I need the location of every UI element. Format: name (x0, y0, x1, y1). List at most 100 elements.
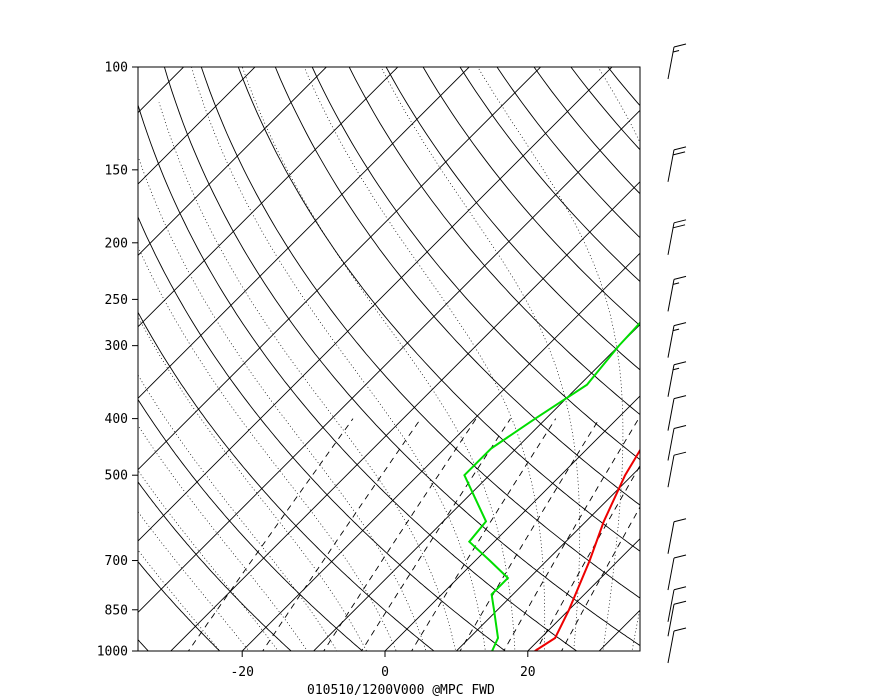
isotherm-line (730, 54, 896, 663)
pressure-tick-label: 100 (105, 61, 128, 76)
wind-barb-flag (673, 518, 687, 523)
wind-barb (667, 43, 687, 80)
wind-barb (667, 322, 687, 358)
moist-adiabat-line (138, 469, 279, 651)
wind-barb-half-flag (672, 328, 680, 332)
temperature-tick-label: -20 (230, 665, 253, 680)
dry-adiabat-line (138, 103, 578, 651)
wind-barb (667, 451, 687, 488)
isotherm-line (138, 67, 185, 114)
dry-adiabat-line (459, 67, 640, 283)
dry-adiabat-line (743, 54, 896, 663)
wind-barb-flag (672, 151, 686, 156)
pressure-tick-label: 250 (105, 293, 128, 308)
mixing-ratio-lines (187, 418, 640, 651)
mixing-ratio-line (323, 418, 477, 651)
wind-barb-shaft (667, 222, 675, 255)
moist-adiabat-line (597, 67, 640, 651)
dry-adiabat-line (607, 67, 640, 107)
dry-adiabat-line (0, 54, 88, 663)
moist-adiabat-line (303, 67, 546, 651)
mixing-ratio-line (360, 418, 511, 651)
wind-barb (667, 146, 687, 182)
isotherm-line (138, 67, 613, 542)
mixing-ratio-line (411, 418, 557, 651)
isotherm-line (527, 538, 640, 651)
moist-adiabat-lines (138, 67, 640, 651)
pressure-tick-label: 500 (105, 469, 128, 484)
temperature-profile-line (534, 448, 640, 651)
wind-barb (667, 586, 687, 622)
moist-adiabat-line (138, 549, 221, 651)
wind-barb-shaft (667, 149, 675, 182)
wind-barb (667, 424, 687, 461)
dry-adiabat-line (274, 67, 640, 506)
dry-adiabat-line (138, 311, 435, 651)
wind-barb-shaft (667, 279, 675, 312)
temperature-axis: -20 0 20 (230, 651, 536, 680)
wind-barb-flag (673, 275, 687, 280)
wind-barb-shaft (667, 630, 675, 664)
isotherm-line (138, 67, 328, 257)
wind-barb-flag (672, 224, 686, 229)
moist-adiabat-line (241, 67, 516, 651)
mixing-ratio-line (535, 464, 640, 651)
wind-barb-flag (673, 219, 687, 224)
wind-barb-shaft (667, 589, 675, 622)
dry-adiabat-line (138, 481, 292, 651)
wind-barb-shaft (667, 521, 675, 554)
moist-adiabat-line (191, 67, 486, 651)
mixing-ratio-line (187, 418, 354, 651)
wind-barb-shaft (667, 604, 675, 637)
moist-adiabat-line (477, 67, 624, 651)
dry-adiabat-line (138, 639, 149, 651)
wind-barb-flag (673, 146, 687, 151)
wind-barb-half-flag (672, 50, 680, 53)
wind-barb-flag (673, 322, 687, 327)
wind-barb (667, 600, 687, 637)
isotherm-lines (138, 54, 896, 663)
wind-barb (667, 518, 687, 554)
wind-barb-half-flag (672, 367, 680, 371)
isotherm-line (138, 109, 640, 614)
wind-barb-shaft (667, 455, 675, 488)
isotherm-line (658, 54, 896, 663)
wind-barb-column (667, 43, 687, 664)
moist-adiabat-line (138, 155, 427, 651)
wind-barb-flag (673, 424, 687, 429)
mixing-ratio-line (503, 418, 640, 651)
wind-barb (667, 219, 687, 255)
wind-barb-shaft (667, 398, 675, 431)
wind-barb-flag (673, 43, 687, 48)
dry-adiabat-line (348, 67, 640, 416)
wind-barb-shaft (667, 46, 675, 80)
isotherm-line (138, 67, 256, 185)
dry-adiabat-line (200, 67, 640, 599)
wind-barb-shaft (667, 428, 675, 461)
mixing-ratio-line (459, 418, 600, 651)
wind-barb-flag (673, 554, 687, 559)
wind-barb (667, 395, 687, 431)
dry-adiabat-line (634, 54, 896, 663)
moist-adiabat-line (158, 102, 457, 651)
moist-adiabat-line (380, 67, 581, 651)
sounding-profiles (463, 321, 640, 651)
isotherm-line (598, 609, 640, 651)
pressure-tick-label: 150 (105, 163, 128, 178)
wind-barb-half-flag (672, 282, 680, 285)
dry-adiabat-line (570, 67, 640, 151)
isotherm-line (138, 67, 470, 399)
wind-barb-flag (673, 395, 687, 400)
dry-adiabat-line (422, 67, 640, 327)
pressure-tick-label: 700 (105, 554, 128, 569)
moist-adiabat-line (138, 316, 367, 651)
pressure-tick-label: 200 (105, 236, 128, 251)
wind-barb-flag (673, 627, 687, 632)
dry-adiabat-line (671, 54, 896, 663)
wind-barb (667, 554, 687, 591)
isotherm-line (312, 323, 640, 651)
dry-adiabat-line (496, 67, 640, 239)
plot-frame (137, 66, 641, 652)
temperature-tick-label: 20 (520, 665, 536, 680)
